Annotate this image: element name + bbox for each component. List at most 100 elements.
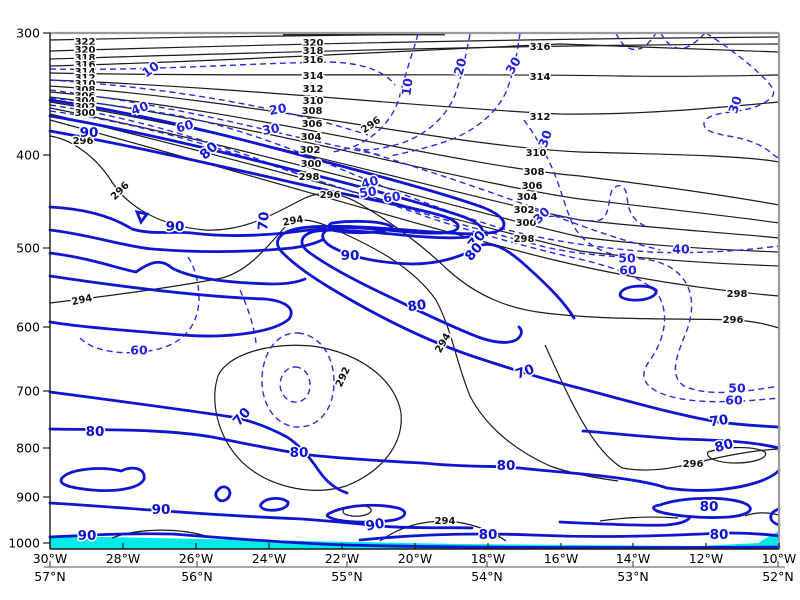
rh-contour-70 — [48, 98, 781, 429]
rh-label-90: 90 — [341, 248, 360, 264]
theta-label-298: 298 — [727, 289, 748, 300]
pressure-tick-label-800: 800 — [16, 441, 40, 456]
latitude-tick-label-52°N: 52°N — [762, 569, 794, 584]
rh-label-60: 60 — [619, 263, 637, 278]
theta-contour-310 — [49, 85, 780, 163]
rh-contour-40 — [49, 97, 780, 254]
longitude-tick-label-14°W: 14°W — [616, 551, 651, 566]
rh-label-90: 90 — [80, 125, 99, 141]
theta-label-316: 316 — [75, 60, 96, 71]
theta-contour-292 — [214, 344, 402, 491]
longitude-tick-label-20°W: 20°W — [398, 551, 433, 566]
rh-label-80: 80 — [710, 527, 729, 543]
latitude-tick-label-57°N: 57°N — [34, 569, 66, 584]
surface-band — [50, 531, 779, 549]
rh-contour-90 — [259, 496, 290, 512]
theta-label-292: 292 — [334, 365, 353, 389]
theta-label-318: 318 — [303, 46, 324, 57]
longitude-tick-label-28°W: 28°W — [106, 551, 141, 566]
rh-label-60: 60 — [382, 188, 402, 205]
longitude-tick-label-18°W: 18°W — [471, 551, 506, 566]
theta-label-306: 306 — [75, 91, 96, 102]
latitude-tick-label-55°N: 55°N — [331, 569, 363, 584]
rh-label-20: 20 — [451, 56, 470, 77]
rh-label-50: 50 — [358, 183, 378, 200]
rh-contour-90 — [48, 532, 781, 549]
rh-contour-80 — [652, 496, 752, 519]
rh-contour-30 — [537, 185, 646, 227]
rh-contour-20 — [49, 79, 369, 136]
theta-contour-294 — [599, 516, 679, 522]
theta-contour-316 — [49, 43, 780, 67]
theta-label-298: 298 — [514, 234, 535, 245]
rh-contour-90 — [214, 485, 232, 503]
latitude-tick-label-56°N: 56°N — [181, 569, 213, 584]
theta-label-312: 312 — [75, 73, 96, 84]
rh-contour-80 — [48, 251, 307, 286]
rh-contour-50 — [49, 104, 780, 394]
theta-label-298: 298 — [299, 172, 320, 183]
rh-label-90: 90 — [364, 515, 385, 534]
theta-label-304: 304 — [517, 192, 538, 203]
theta-contour-304 — [49, 101, 780, 239]
rh-contour-70 — [48, 274, 293, 338]
rh-label-50: 50 — [728, 381, 746, 396]
theta-label-296: 296 — [73, 136, 94, 147]
rh-label-10: 10 — [399, 77, 416, 96]
theta-label-312: 312 — [530, 112, 551, 123]
pressure-tick-label-300: 300 — [16, 26, 40, 41]
rh-contour-60 — [239, 289, 257, 344]
theta-contour-296 — [707, 446, 767, 464]
rh-label-30: 30 — [725, 94, 745, 115]
theta-label-320: 320 — [303, 38, 324, 49]
rh-label-30: 30 — [261, 120, 281, 138]
longitude-tick-label-10°W: 10°W — [762, 551, 797, 566]
rh-label-80: 80 — [407, 297, 428, 315]
theta-label-310: 310 — [303, 96, 324, 107]
theta-label-306: 306 — [302, 119, 323, 130]
theta-label-312: 312 — [303, 84, 324, 95]
rh-contour-10 — [329, 33, 419, 153]
theta-contour-312 — [49, 79, 780, 115]
theta-label-294: 294 — [71, 293, 94, 308]
rh-label-70: 70 — [513, 361, 536, 382]
rh-label-80: 80 — [497, 458, 516, 474]
rh-contour-90 — [48, 129, 576, 320]
pressure-tick-label-700: 700 — [16, 384, 40, 399]
rh-label-10: 10 — [139, 58, 162, 80]
rh-contour-90 — [769, 507, 781, 527]
theta-contour-300 — [49, 113, 780, 267]
rh-contour-70 — [48, 390, 349, 495]
rh-label-80: 80 — [290, 445, 309, 461]
rh-contour-90 — [558, 515, 692, 527]
theta-contour-302 — [49, 107, 780, 253]
rh-label-30: 30 — [535, 128, 555, 150]
rh-label-80: 80 — [700, 499, 719, 515]
pressure-tick-label-500: 500 — [16, 241, 40, 256]
rh-label-80: 80 — [479, 527, 498, 543]
theta-label-308: 308 — [524, 167, 545, 178]
rh-label-40: 40 — [672, 242, 690, 257]
theta-label-296: 296 — [683, 459, 704, 470]
theta-label-310: 310 — [75, 79, 96, 90]
theta-contour-320 — [49, 36, 780, 52]
theta-label-308: 308 — [75, 85, 96, 96]
rh-contour-10 — [354, 147, 661, 251]
rh-contour-90 — [327, 219, 394, 235]
rh-label-90: 90 — [166, 219, 185, 235]
theta-label-300: 300 — [75, 108, 96, 119]
rh-contour-50 — [279, 366, 311, 403]
theta-label-314: 314 — [530, 72, 551, 83]
longitude-tick-label-30°W: 30°W — [33, 551, 68, 566]
theta-label-302: 302 — [514, 205, 535, 216]
rh-contour-80 — [48, 114, 523, 344]
theta-label-302: 302 — [75, 102, 96, 113]
theta-label-296: 296 — [360, 115, 383, 136]
rh-contour-80 — [358, 531, 781, 542]
rh-label-80: 80 — [86, 424, 105, 440]
theta-contour-294 — [379, 520, 507, 542]
rh-contour-50 — [261, 332, 335, 428]
longitude-tick-label-22°W: 22°W — [325, 551, 360, 566]
